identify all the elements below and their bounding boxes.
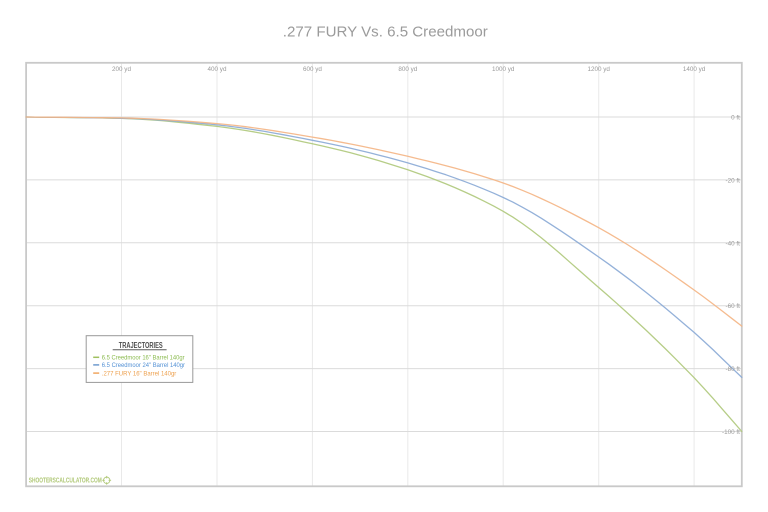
svg-text:6.5 Creedmoor 16" Barrel 140gr: 6.5 Creedmoor 16" Barrel 140gr bbox=[102, 355, 185, 362]
svg-text:.277 FURY 16" Barrel 140gr: .277 FURY 16" Barrel 140gr bbox=[102, 370, 177, 377]
svg-text:-80 ft: -80 ft bbox=[726, 366, 741, 373]
svg-text:-60 ft: -60 ft bbox=[726, 303, 741, 310]
svg-text:-100 ft: -100 ft bbox=[722, 429, 740, 436]
svg-text:6.5 Creedmoor 24" Barrel 140gr: 6.5 Creedmoor 24" Barrel 140gr bbox=[102, 362, 185, 369]
svg-text:800 yd: 800 yd bbox=[398, 66, 417, 73]
svg-text:1000 yd: 1000 yd bbox=[492, 66, 515, 73]
svg-text:SHOOTERSCALCULATOR.COM: SHOOTERSCALCULATOR.COM bbox=[29, 477, 102, 485]
svg-text:1200 yd: 1200 yd bbox=[587, 66, 610, 73]
svg-text:600 yd: 600 yd bbox=[303, 66, 322, 73]
svg-text:1400 yd: 1400 yd bbox=[683, 66, 706, 73]
svg-text:-40 ft: -40 ft bbox=[726, 240, 741, 247]
svg-text:400 yd: 400 yd bbox=[208, 66, 227, 73]
svg-text:.277 FURY Vs. 6.5 Creedmoor: .277 FURY Vs. 6.5 Creedmoor bbox=[283, 24, 488, 41]
svg-text:0 ft: 0 ft bbox=[731, 115, 740, 122]
svg-text:TRAJECTORIES: TRAJECTORIES bbox=[119, 340, 163, 350]
svg-text:200 yd: 200 yd bbox=[112, 66, 131, 73]
svg-text:-20 ft: -20 ft bbox=[726, 177, 741, 184]
